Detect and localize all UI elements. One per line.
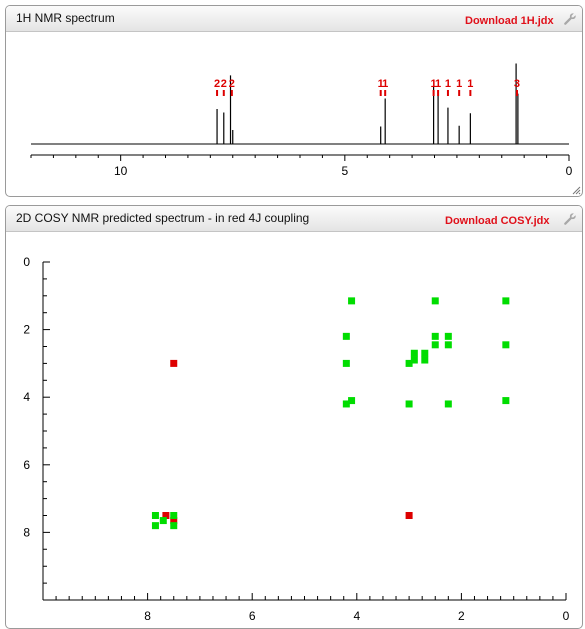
y-tick-label: 2 xyxy=(23,323,30,337)
cosy-crosspeak xyxy=(170,517,178,525)
integral-label: 1 xyxy=(431,78,437,90)
cosy-crosspeak xyxy=(502,397,510,405)
integral-marker xyxy=(432,90,435,96)
wrench-icon[interactable] xyxy=(563,12,577,26)
integral-marker xyxy=(446,90,449,96)
cosy-crosspeak xyxy=(151,512,159,519)
x-tick-label: 6 xyxy=(249,609,256,623)
nmr-1h-panel-title: 1H NMR spectrum xyxy=(16,11,115,25)
integral-marker xyxy=(384,90,387,96)
download-cosy-link[interactable]: Download COSY.jdx xyxy=(445,215,550,227)
integral-label: 1 xyxy=(378,78,384,90)
cosy-crosspeak xyxy=(151,522,159,530)
cosy-crosspeak xyxy=(170,512,178,519)
cosy-panel-title: 2D COSY NMR predicted spectrum - in red … xyxy=(16,211,310,225)
cosy-crosspeak xyxy=(170,522,178,530)
cosy-crosspeak xyxy=(431,332,439,340)
integral-marker xyxy=(458,90,461,96)
cosy-crosspeak xyxy=(431,341,439,349)
cosy-scatter-chart: 0 2 4 6 8 8 6 4 2 0 xyxy=(23,255,570,623)
integral-label: 2 xyxy=(221,78,227,90)
cosy-crosspeak xyxy=(421,349,429,357)
y-tick-label: 8 xyxy=(23,525,30,539)
integral-label: 1 xyxy=(435,78,441,90)
cosy-crosspeak xyxy=(421,356,429,364)
integral-label: 1 xyxy=(382,78,388,90)
x-tick-label: 2 xyxy=(458,609,465,623)
cosy-crosspeak xyxy=(348,297,356,305)
download-1h-link[interactable]: Download 1H.jdx xyxy=(465,15,554,27)
y-tick-label: 4 xyxy=(23,390,30,404)
x-tick-label: 4 xyxy=(353,609,360,623)
x-tick-label: 5 xyxy=(341,164,348,178)
cosy-crosspeak xyxy=(502,341,510,349)
nmr-1h-spectrum-chart: 2 2 2 11 11 1 1 1 310 5 0 xyxy=(30,63,573,178)
integral-label: 1 xyxy=(445,78,451,90)
cosy-crosspeak xyxy=(405,359,413,367)
integral-marker xyxy=(379,90,382,96)
integral-marker xyxy=(437,90,440,96)
cosy-panel-header: 2D COSY NMR predicted spectrum - in red … xyxy=(6,206,582,232)
integral-marker xyxy=(515,90,518,96)
cosy-crosspeak xyxy=(410,349,418,357)
cosy-crosspeak xyxy=(162,512,170,519)
y-tick-label: 6 xyxy=(23,458,30,472)
integral-label: 1 xyxy=(456,78,462,90)
resize-handle-icon[interactable] xyxy=(572,186,581,195)
integral-label: 3 xyxy=(514,78,520,90)
x-tick-label: 0 xyxy=(563,609,570,623)
cosy-crosspeak xyxy=(170,359,178,367)
cosy-crosspeak xyxy=(342,332,350,340)
x-tick-label: 10 xyxy=(114,164,128,178)
integral-marker xyxy=(469,90,472,96)
cosy-crosspeak xyxy=(405,400,413,408)
cosy-crosspeak xyxy=(342,359,350,367)
integral-marker xyxy=(222,90,225,96)
cosy-crosspeak xyxy=(405,512,413,519)
integral-marker xyxy=(216,90,219,96)
cosy-crosspeak xyxy=(431,297,439,305)
wrench-icon[interactable] xyxy=(563,212,577,226)
cosy-crosspeak xyxy=(502,297,510,305)
cosy-panel: 2D COSY NMR predicted spectrum - in red … xyxy=(5,205,583,629)
cosy-crosspeak xyxy=(348,397,356,405)
cosy-crosspeak xyxy=(444,332,452,340)
cosy-crosspeak xyxy=(444,400,452,408)
cosy-crosspeak xyxy=(159,517,167,525)
cosy-crosspeak xyxy=(444,341,452,349)
integral-label: 2 xyxy=(229,78,235,90)
y-tick-label: 0 xyxy=(23,255,30,269)
cosy-crosspeak xyxy=(410,356,418,364)
integral-label: 2 xyxy=(214,78,220,90)
x-tick-label: 8 xyxy=(144,609,151,623)
integral-marker xyxy=(230,90,233,96)
x-tick-label: 0 xyxy=(566,164,573,178)
nmr-1h-panel-header: 1H NMR spectrum Download 1H.jdx xyxy=(6,6,582,32)
integral-label: 1 xyxy=(467,78,473,90)
cosy-crosspeak xyxy=(342,400,350,408)
